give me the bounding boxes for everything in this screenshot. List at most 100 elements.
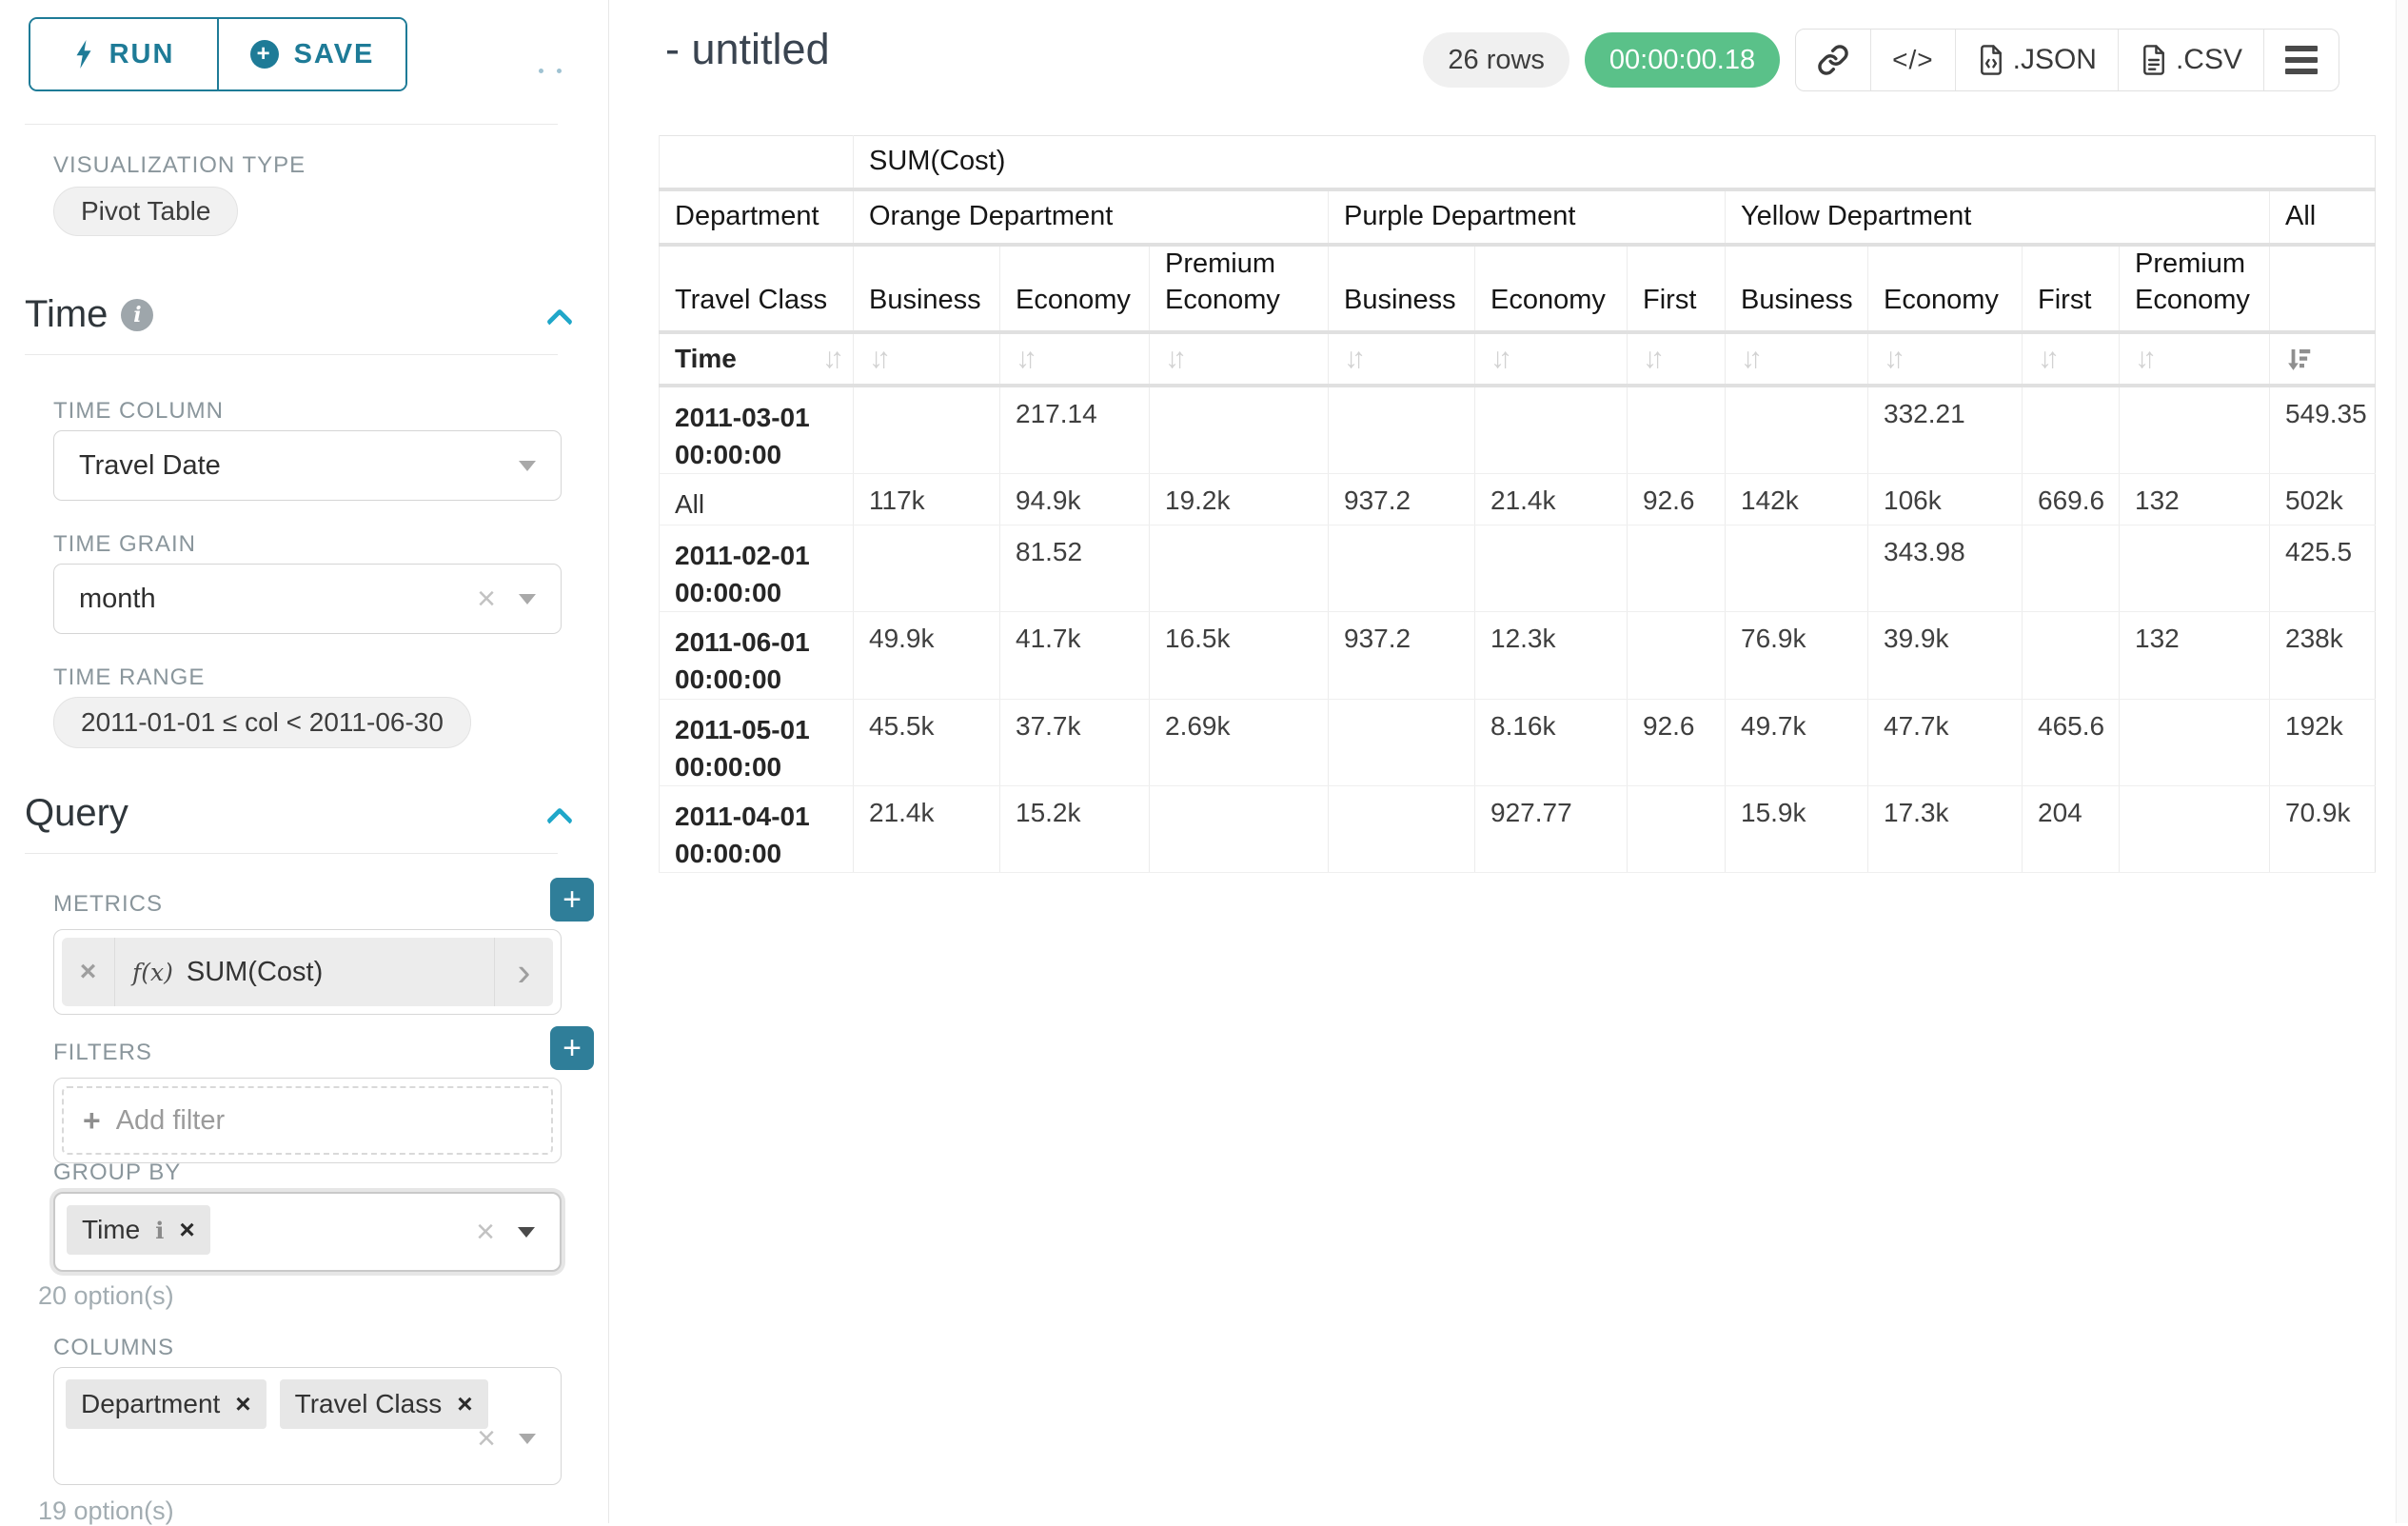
- cell: 12.3k: [1474, 611, 1628, 700]
- row-header: 2011-05-01 00:00:00: [659, 699, 854, 787]
- group-header-purple: Purple Department: [1328, 188, 1726, 247]
- leaf-header: First: [1627, 244, 1726, 334]
- add-filter-plus-button[interactable]: +: [550, 1026, 594, 1070]
- leaf-header: Economy: [1867, 244, 2023, 334]
- export-json-button[interactable]: .JSON: [1954, 30, 2118, 90]
- clear-icon[interactable]: ×: [477, 1420, 496, 1457]
- group-by-options-count: 20 option(s): [38, 1281, 174, 1310]
- cell: 142k: [1725, 473, 1868, 525]
- cell: [853, 385, 1000, 474]
- cell: [2119, 699, 2270, 787]
- run-button[interactable]: RUN: [30, 19, 217, 89]
- sort-desc-active-icon[interactable]: [2285, 345, 2314, 373]
- group-by-chip-time[interactable]: Time i ×: [67, 1205, 210, 1255]
- metric-header: SUM(Cost): [853, 135, 2376, 191]
- cell: [1328, 525, 1475, 613]
- metrics-container: × f(x) SUM(Cost) ›: [53, 929, 562, 1015]
- cell: 21.4k: [1474, 473, 1628, 525]
- chart-title[interactable]: - untitled: [665, 25, 830, 73]
- caret-down-icon: [518, 1227, 535, 1238]
- leaf-header-blank: [2269, 244, 2376, 334]
- save-button[interactable]: + SAVE: [217, 19, 405, 89]
- share-link-button[interactable]: [1796, 30, 1870, 90]
- metric-pill[interactable]: × f(x) SUM(Cost) ›: [62, 938, 553, 1006]
- cell: [1474, 525, 1628, 613]
- time-range-chip[interactable]: 2011-01-01 ≤ col < 2011-06-30: [53, 697, 471, 748]
- cell: 45.5k: [853, 699, 1000, 787]
- cell: 132: [2119, 473, 2270, 525]
- sort-toggle-icon[interactable]: ↓↑: [1490, 342, 1512, 374]
- run-button-label: RUN: [109, 38, 175, 69]
- cell: 41.7k: [999, 611, 1150, 700]
- cell: [1328, 699, 1475, 787]
- chevron-up-icon[interactable]: [545, 307, 574, 336]
- cell: 343.98: [1867, 525, 2023, 613]
- sort-header: ↓↑: [1474, 331, 1628, 387]
- row-header: All: [659, 473, 854, 525]
- sort-toggle-icon[interactable]: ↓↑: [1741, 342, 1763, 374]
- cell: 70.9k: [2269, 785, 2376, 874]
- cell: 204: [2022, 785, 2120, 874]
- cell: 117k: [853, 473, 1000, 525]
- viz-type-chip[interactable]: Pivot Table: [53, 187, 239, 236]
- sort-toggle-icon[interactable]: ↓↑: [1165, 342, 1187, 374]
- cell: 39.9k: [1867, 611, 2023, 700]
- columns-chip-department[interactable]: Department ×: [66, 1379, 266, 1429]
- clear-icon[interactable]: ×: [476, 1214, 495, 1250]
- sort-header: ↓↑: [1867, 331, 2023, 387]
- leaf-header: Premium Economy: [1149, 244, 1329, 334]
- leaf-header: Premium Economy: [2119, 244, 2270, 334]
- time-grain-select[interactable]: month ×: [53, 564, 562, 634]
- chevron-up-icon[interactable]: [545, 806, 574, 835]
- sort-toggle-icon[interactable]: ↓↑: [2038, 342, 2060, 374]
- columns-chip-travel-class[interactable]: Travel Class ×: [279, 1379, 488, 1429]
- plus-icon: +: [83, 1103, 101, 1138]
- divider: [25, 124, 558, 125]
- cell: 238k: [2269, 611, 2376, 700]
- cell: 425.5: [2269, 525, 2376, 613]
- time-section-heading: Time i: [25, 293, 154, 336]
- export-button-group: </> .JSON .CSV: [1795, 29, 2339, 91]
- sort-toggle-icon[interactable]: ↓↑: [1884, 342, 1905, 374]
- time-column-select[interactable]: Travel Date: [53, 430, 562, 501]
- run-save-button-group: RUN + SAVE: [29, 17, 407, 91]
- cell: [1627, 611, 1726, 700]
- chevron-right-icon[interactable]: ›: [494, 938, 553, 1006]
- cell: 37.7k: [999, 699, 1150, 787]
- cell: [1328, 385, 1475, 474]
- remove-chip-icon[interactable]: ×: [457, 1389, 473, 1418]
- cell: [1627, 785, 1726, 874]
- caret-down-icon: [519, 1434, 536, 1444]
- scroll-indicator-dots: [539, 69, 562, 73]
- corner-cell: [659, 135, 854, 191]
- remove-chip-icon[interactable]: ×: [235, 1389, 251, 1418]
- columns-select[interactable]: Department × Travel Class × ×: [53, 1367, 562, 1485]
- leaf-header: Business: [1725, 244, 1868, 334]
- sort-toggle-icon[interactable]: ↓↑: [2135, 342, 2157, 374]
- sort-toggle-icon[interactable]: ↓↑: [822, 342, 844, 374]
- sort-toggle-icon[interactable]: ↓↑: [1016, 342, 1037, 374]
- group-by-select[interactable]: Time i × ×: [53, 1192, 562, 1272]
- view-query-button[interactable]: </>: [1870, 30, 1954, 90]
- cell: [2119, 525, 2270, 613]
- add-filter-dropzone[interactable]: + Add filter: [62, 1086, 553, 1155]
- sort-header: ↓↑: [1725, 331, 1868, 387]
- clear-icon[interactable]: ×: [477, 581, 496, 617]
- remove-chip-icon[interactable]: ×: [179, 1215, 195, 1244]
- scrollbar-track[interactable]: [2396, 0, 2408, 1523]
- cell: 17.3k: [1867, 785, 2023, 874]
- pivot-table-container: SUM(Cost) Department Orange Department P…: [659, 135, 2376, 874]
- lightning-icon: [76, 40, 91, 69]
- cell: 81.52: [999, 525, 1150, 613]
- remove-metric-icon[interactable]: ×: [62, 938, 115, 1006]
- sort-toggle-icon[interactable]: ↓↑: [869, 342, 891, 374]
- sort-toggle-icon[interactable]: ↓↑: [1643, 342, 1665, 374]
- visualization-type-label: VISUALIZATION TYPE: [53, 152, 306, 178]
- add-metric-button[interactable]: +: [550, 878, 594, 922]
- add-filter-label: Add filter: [115, 1104, 226, 1136]
- sort-header: ↓↑: [2119, 331, 2270, 387]
- row-count-badge: 26 rows: [1423, 32, 1569, 88]
- more-options-button[interactable]: [2263, 30, 2339, 90]
- sort-toggle-icon[interactable]: ↓↑: [1344, 342, 1366, 374]
- export-csv-button[interactable]: .CSV: [2117, 30, 2263, 90]
